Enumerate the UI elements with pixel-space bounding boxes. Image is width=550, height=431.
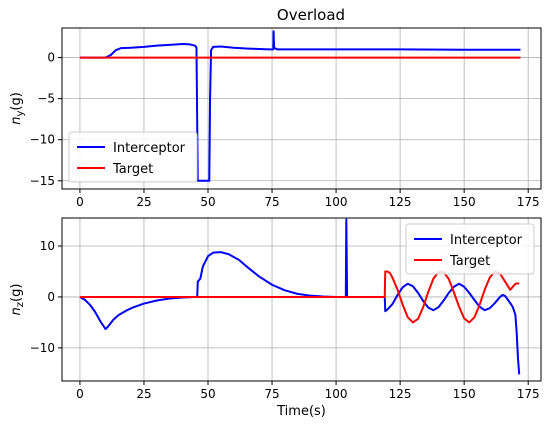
x-tick-label: 50 bbox=[200, 195, 215, 209]
x-axis-label: Time(s) bbox=[276, 404, 326, 419]
legend-box bbox=[405, 223, 535, 275]
legend-label-target: Target bbox=[449, 254, 490, 269]
x-tick-label: 125 bbox=[389, 387, 412, 401]
legend-label-target: Target bbox=[112, 162, 153, 177]
y-tick-label: −15 bbox=[30, 174, 55, 188]
y-axis-label: nz(g) bbox=[9, 284, 26, 316]
y-tick-label: −10 bbox=[30, 133, 55, 147]
x-tick-label: 125 bbox=[389, 195, 412, 209]
x-tick-label: 25 bbox=[136, 195, 151, 209]
x-tick-label: 150 bbox=[453, 387, 476, 401]
x-tick-label: 0 bbox=[76, 195, 84, 209]
y-tick-label: −5 bbox=[37, 92, 55, 106]
x-tick-label: 0 bbox=[76, 387, 84, 401]
x-tick-label: 175 bbox=[517, 195, 540, 209]
axes-frame bbox=[61, 27, 542, 190]
legend-box bbox=[68, 131, 198, 183]
legend: Interceptor Target bbox=[68, 131, 198, 183]
legend-label-interceptor: Interceptor bbox=[113, 141, 186, 156]
y-tick-label: −10 bbox=[30, 341, 55, 355]
bottom-subplot: 0 25 50 75 100 125 150 175100−10nz(g)Time(s)Int… bbox=[9, 217, 542, 419]
y-tick-label: 0 bbox=[47, 51, 55, 65]
x-tick-label: 100 bbox=[325, 195, 348, 209]
y-tick-label: 10 bbox=[40, 239, 55, 253]
x-tick-label: 25 bbox=[136, 387, 151, 401]
y-tick-label: 0 bbox=[47, 290, 55, 304]
legend-label-interceptor: Interceptor bbox=[450, 233, 523, 248]
figure-title: Overload bbox=[277, 6, 345, 24]
x-tick-label: 75 bbox=[264, 195, 279, 209]
top-subplot: 0 25 50 75 100 125 150 175 0 −5 −10 −15 ny(g) Interce… bbox=[9, 27, 542, 209]
axes-frame bbox=[61, 217, 542, 382]
x-tick-label: 175 bbox=[517, 387, 540, 401]
x-tick-label: 150 bbox=[453, 195, 476, 209]
y-axis-label: ny(g) bbox=[9, 92, 26, 125]
x-tick-label: 75 bbox=[264, 387, 279, 401]
x-tick-label: 100 bbox=[325, 387, 348, 401]
legend: Interceptor Target bbox=[405, 223, 535, 275]
series-line-interceptor bbox=[79, 30, 521, 182]
x-tick-label: 50 bbox=[200, 387, 215, 401]
